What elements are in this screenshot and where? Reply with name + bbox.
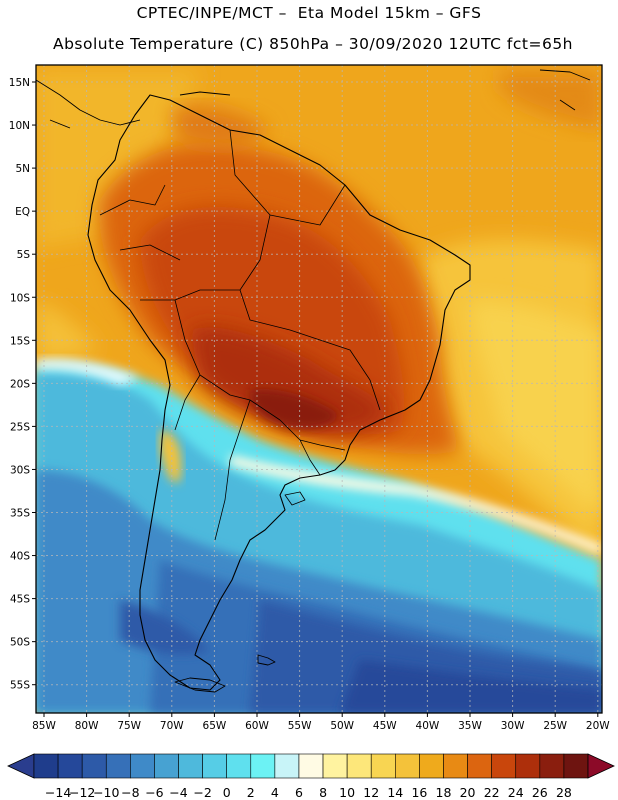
map-frame	[35, 64, 603, 714]
colorbar-tick-label: 8	[319, 785, 327, 800]
colorbar-tick-label: 16	[411, 785, 427, 800]
colorbar-swatch	[467, 753, 492, 779]
colorbar-swatch	[274, 753, 300, 779]
falkland-islands	[257, 654, 276, 666]
colorbar-tick-label: −4	[169, 785, 187, 800]
lon-label: 70W	[160, 720, 184, 732]
lat-label: 35S	[10, 508, 30, 520]
lon-label: 60W	[245, 720, 269, 732]
colorbar-swatch	[81, 753, 107, 779]
colorbar-tick-label: 2	[247, 785, 255, 800]
colorbar-swatch	[33, 753, 59, 779]
colorbar-tick-label: −10	[93, 785, 119, 800]
colorbar-tick-label: 4	[271, 785, 279, 800]
colorbar-tick-label: −6	[145, 785, 163, 800]
country-borders	[99, 129, 381, 541]
colorbar-tick-label: 14	[387, 785, 403, 800]
lon-label: 30W	[501, 720, 525, 732]
chart-title-line2: Absolute Temperature (C) 850hPa – 30/09/…	[52, 35, 574, 53]
colorbar-tick-label: 22	[484, 785, 500, 800]
colorbar-tick-label: −2	[193, 785, 211, 800]
colorbar-swatch	[491, 753, 517, 779]
lon-label: 20W	[586, 720, 610, 732]
colorbar-swatch	[370, 753, 396, 779]
lat-label: 40S	[10, 551, 30, 563]
colorbar-tick-label: 0	[223, 785, 231, 800]
colorbar-swatch	[202, 753, 227, 779]
lat-label: 50S	[10, 637, 30, 649]
lon-label: 85W	[32, 720, 56, 732]
colorbar-swatches	[7, 753, 615, 779]
colorbar-tick-label: 18	[436, 785, 452, 800]
colorbar-tick-label: 26	[532, 785, 548, 800]
colorbar-swatch	[346, 753, 372, 779]
colorbar-swatch	[154, 753, 179, 779]
longitude-labels: 85W 80W 75W 70W 65W 60W 55W 50W 45W 40W 35W 30W 25W 2…	[32, 713, 610, 732]
lon-label: 80W	[75, 720, 99, 732]
colorbar-over-arrow	[587, 753, 615, 779]
colorbar-tick-label: 10	[339, 785, 355, 800]
lon-label: 65W	[203, 720, 227, 732]
colorbar-tick-label: −14	[45, 785, 71, 800]
lat-label: 5N	[15, 163, 30, 175]
colorbar-swatch	[515, 753, 541, 779]
colorbar-tick-label: −12	[69, 785, 95, 800]
lon-label: 55W	[288, 720, 312, 732]
lon-label: 50W	[330, 720, 354, 732]
colorbar-swatch	[250, 753, 276, 779]
colorbar-swatch	[563, 753, 589, 779]
lat-label: 20S	[10, 378, 30, 390]
colorbar-tick-label: 6	[295, 785, 303, 800]
lat-label: 55S	[10, 680, 30, 692]
colorbar-tick-label: 28	[556, 785, 572, 800]
lon-label: 35W	[458, 720, 482, 732]
south-america-coastline	[87, 94, 471, 691]
lat-label: EQ	[15, 206, 30, 218]
colorbar-under-arrow	[7, 753, 35, 779]
lat-label: 10N	[9, 120, 30, 132]
lon-label: 75W	[117, 720, 141, 732]
lat-label: 30S	[10, 464, 30, 476]
colorbar-labels: −14−12−10 −8 −6 −4 −2 0 2 4 6 8 10 12 14 16 18 20 22 24 26…	[45, 785, 572, 800]
la-plata-lagoon	[284, 491, 306, 506]
colorbar-swatch	[226, 753, 252, 779]
colorbar-swatch	[105, 753, 131, 779]
tierra-del-fuego	[174, 677, 226, 693]
colorbar-swatch	[178, 753, 203, 779]
temperature-field	[36, 65, 602, 713]
lat-label: 15S	[10, 335, 30, 347]
lat-label: 10S	[10, 292, 30, 304]
lat-label: 5S	[17, 249, 31, 261]
lat-label: 15N	[9, 77, 30, 89]
colorbar-tick-label: 24	[508, 785, 524, 800]
colorbar-swatch	[419, 753, 444, 779]
lat-label: 25S	[10, 421, 30, 433]
latitude-labels: 15N 10N 5N EQ 5S 10S 15S 20S 25S 30S 35S 40S 45S 50S 5…	[9, 77, 36, 692]
colorbar-swatch	[443, 753, 468, 779]
colorbar-swatch	[57, 753, 83, 779]
lon-label: 45W	[373, 720, 397, 732]
lon-label: 40W	[416, 720, 440, 732]
colorbar-swatch	[395, 753, 420, 779]
colorbar-swatch	[298, 753, 324, 779]
colorbar-tick-label: −8	[121, 785, 139, 800]
colorbar-tick-label: 20	[460, 785, 476, 800]
colorbar-swatch	[539, 753, 565, 779]
lon-label: 25W	[543, 720, 567, 732]
colorbar-swatch	[130, 753, 155, 779]
colorbar-swatch	[322, 753, 348, 779]
lat-lon-grid	[36, 65, 602, 713]
lat-label: 45S	[10, 594, 30, 606]
colorbar-tick-label: 12	[363, 785, 379, 800]
central-america-caribbean	[35, 69, 591, 129]
coastlines-and-borders	[35, 69, 591, 693]
chart-title-line1: CPTEC/INPE/MCT – Eta Model 15km – GFS	[136, 4, 482, 22]
